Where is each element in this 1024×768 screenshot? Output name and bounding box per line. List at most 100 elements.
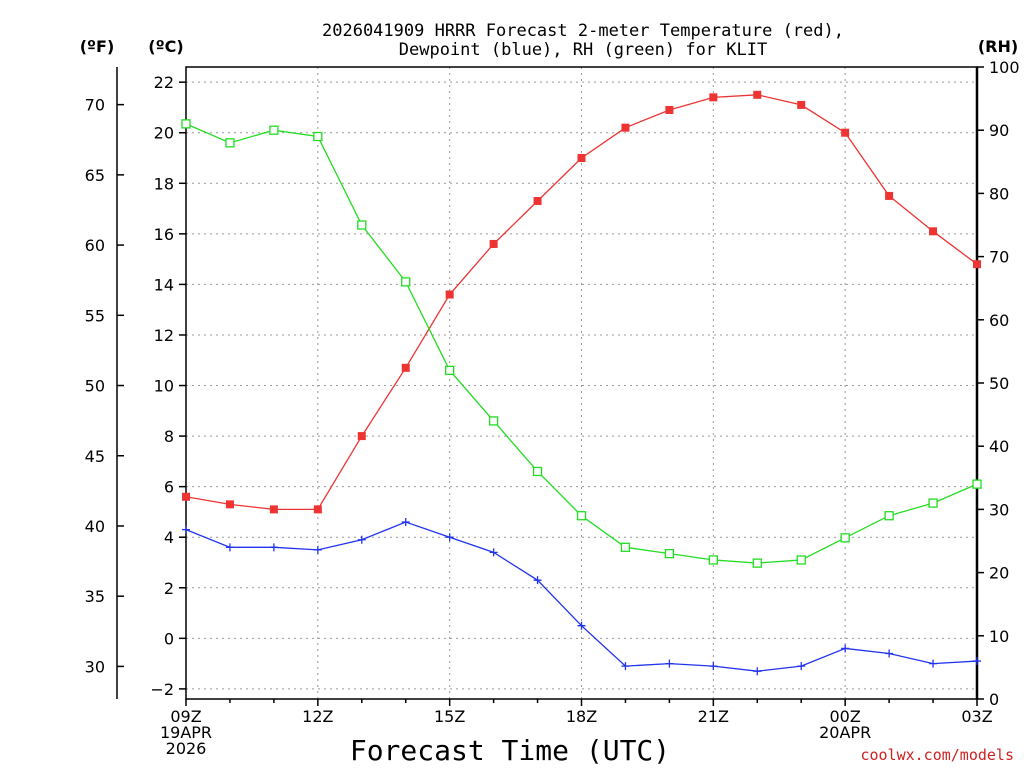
celsius-tick-label: 0	[164, 629, 174, 648]
rh-point	[972, 479, 982, 489]
temperature-series	[182, 90, 981, 514]
x-axis-label: Forecast Time (UTC)	[350, 734, 670, 767]
rh-tick-label: 90	[989, 121, 1009, 140]
temperature-point	[973, 260, 981, 269]
celsius-tick-label: 12	[154, 326, 174, 345]
celsius-unit-label: (ºC)	[148, 37, 183, 56]
time-tick-label: 2026	[166, 739, 207, 758]
fahrenheit-tick-label: 55	[85, 306, 105, 325]
fahrenheit-axis: 30 35 40 45 50 55 60 65 70	[85, 67, 124, 699]
fahrenheit-tick-label: 60	[85, 236, 105, 255]
celsius-tick-label: 2	[164, 579, 174, 598]
rh-point	[796, 555, 806, 565]
credit-text: coolwx.com/models	[860, 746, 1014, 764]
dewpoint-point	[841, 644, 850, 653]
rh-point	[708, 555, 718, 565]
fahrenheit-tick-label: 45	[85, 447, 105, 466]
temperature-point	[269, 505, 278, 514]
dewpoint-point	[533, 576, 542, 585]
rh-tick-label: 20	[989, 564, 1009, 583]
rh-tick-label: 0	[989, 690, 999, 709]
temperature-point	[841, 128, 850, 137]
rh-tick-label: 80	[989, 184, 1009, 203]
dewpoint-point	[401, 518, 410, 527]
time-tick-label: 03Z	[961, 707, 992, 726]
temperature-point	[445, 290, 454, 299]
rh-point	[445, 365, 455, 376]
time-tick-label: 12Z	[302, 707, 333, 726]
time-tick-label: 21Z	[698, 707, 729, 726]
dewpoint-point	[665, 659, 674, 668]
dewpoint-point	[885, 649, 894, 658]
dewpoint-point	[489, 548, 498, 557]
rh-tick-label: 100	[989, 58, 1020, 77]
rh-point	[488, 416, 499, 426]
dewpoint-point	[577, 621, 586, 630]
celsius-tick-label: 18	[154, 174, 174, 193]
time-tick-label: 19APR	[160, 723, 212, 742]
dewpoint-point	[445, 533, 454, 542]
dewpoint-point	[313, 545, 322, 554]
rh-point	[620, 542, 631, 552]
chart-title-line1: 2026041909 HRRR Forecast 2-meter Tempera…	[322, 21, 844, 41]
dewpoint-point	[929, 659, 938, 668]
fahrenheit-tick-label: 40	[85, 517, 105, 536]
rh-point	[313, 131, 323, 142]
temperature-point	[182, 492, 190, 501]
chart-title-line2: Dewpoint (blue), RH (green) for KLIT	[399, 40, 767, 60]
rh-point	[752, 558, 762, 568]
rh-tick-label: 30	[989, 500, 1009, 519]
celsius-tick-label: 10	[154, 377, 174, 396]
rh-point	[401, 277, 411, 287]
dewpoint-point	[973, 657, 981, 666]
rh-tick-label: 70	[989, 248, 1009, 267]
temperature-point	[929, 227, 938, 236]
fahrenheit-tick-label: 50	[85, 377, 105, 396]
celsius-tick-label: 4	[164, 528, 174, 547]
temperature-point	[225, 500, 234, 509]
time-tick-label: 20APR	[819, 723, 871, 742]
temperature-point	[533, 196, 542, 205]
dewpoint-point	[225, 543, 234, 552]
temperature-point	[357, 432, 366, 441]
temperature-point	[313, 505, 322, 514]
temperature-point	[489, 239, 498, 248]
dewpoint-point	[709, 662, 718, 671]
rh-point	[357, 220, 367, 230]
celsius-tick-label: 20	[154, 124, 174, 143]
celsius-axis: −2 0 2 4 6 8 10 12 14 16 18 20 22	[150, 73, 186, 699]
rh-tick-label: 40	[989, 437, 1009, 456]
dewpoint-point	[269, 543, 278, 552]
rh-point	[884, 511, 894, 521]
rh-axis: 0 10 20 30 40 50 60 70 80 90 100	[977, 58, 1020, 709]
celsius-tick-label: 6	[164, 478, 174, 497]
celsius-tick-label: 16	[154, 225, 174, 244]
rh-series	[181, 119, 982, 568]
celsius-tick-label: 14	[154, 275, 174, 294]
temperature-point	[885, 191, 894, 200]
celsius-tick-label: −2	[150, 680, 174, 699]
dewpoint-point	[357, 535, 366, 544]
fahrenheit-tick-label: 70	[85, 96, 105, 115]
temperature-point	[753, 90, 762, 99]
rh-unit-label: (RH)	[978, 37, 1018, 56]
rh-point	[840, 533, 850, 543]
fahrenheit-tick-label: 65	[85, 166, 105, 185]
rh-point	[269, 125, 279, 135]
rh-tick-label: 50	[989, 374, 1009, 393]
temperature-point	[401, 363, 410, 372]
dewpoint-point	[753, 667, 762, 676]
dewpoint-point	[182, 525, 190, 534]
rh-point	[532, 466, 543, 477]
temperature-point	[577, 154, 586, 163]
rh-point	[181, 119, 191, 129]
temperature-point	[665, 105, 674, 114]
dewpoint-series	[182, 518, 981, 676]
temperature-point	[709, 93, 718, 102]
time-tick-label: 09Z	[170, 707, 201, 726]
rh-tick-label: 10	[989, 627, 1009, 646]
celsius-tick-label: 22	[154, 73, 174, 92]
temperature-point	[797, 100, 806, 109]
